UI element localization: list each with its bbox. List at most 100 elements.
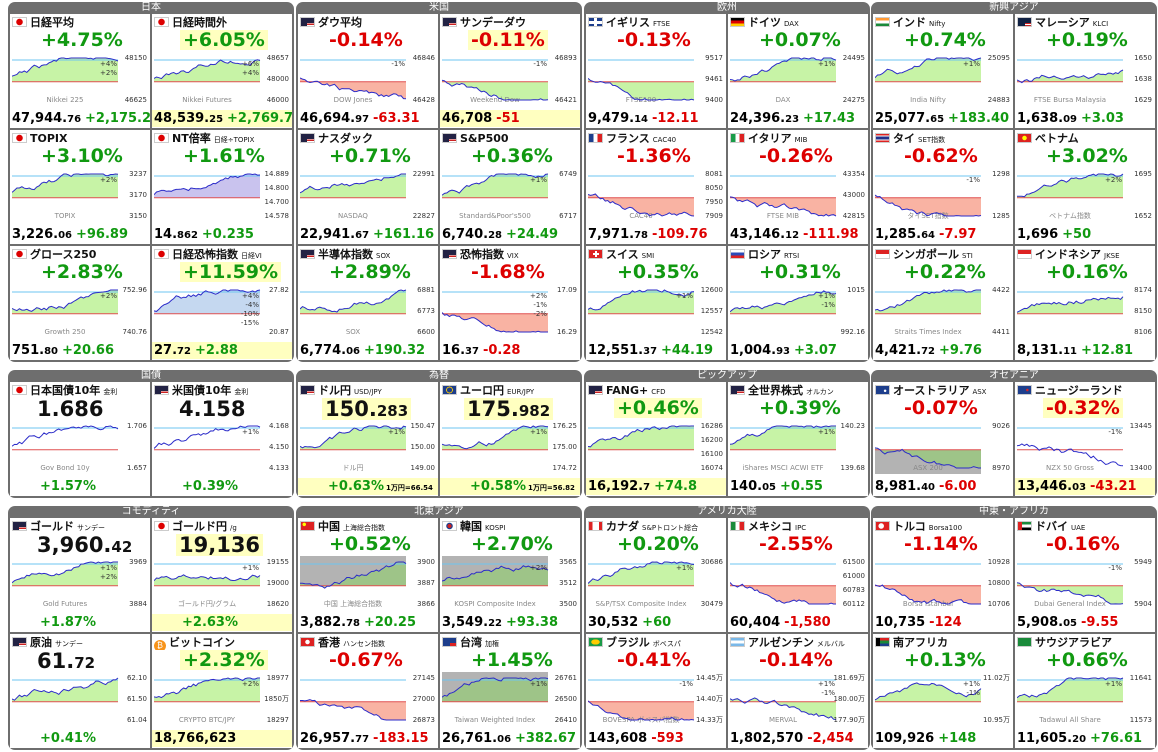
price-chart[interactable]: MERVAL 181.69万 180.00万 177.90万 +1%-1% xyxy=(730,672,866,726)
price-chart[interactable]: 61500 61000 60783 60112 xyxy=(730,556,866,610)
market-tile[interactable]: 台湾 加権 +1.45% Taiwan Weighted Index 26761 2650… xyxy=(440,634,580,748)
market-tile[interactable]: 日経平均 +4.75% Nikkei 225 48150 46625 +4% +2% 47,9… xyxy=(10,14,150,128)
market-tile[interactable]: ゴールド円/g 19,136 ゴールド円/グラム 19155 19000 18620 +1%… xyxy=(152,518,292,632)
price-chart[interactable]: DOW Jones 46846 46428 -1% xyxy=(300,52,436,106)
market-tile[interactable]: サウジアラビア +0.66% Tadawul All Share 11641 11573… xyxy=(1015,634,1155,748)
market-tile[interactable]: トルコ Borsa100 -1.14% Borsa Istanbul 10928 1080… xyxy=(873,518,1013,632)
price-chart[interactable]: CAC40 8081 8050 7950 7909 xyxy=(588,168,724,222)
price-chart[interactable]: NASDAQ 22991 22827 xyxy=(300,168,436,222)
market-tile[interactable]: カナダ S&Pトロント総合 +0.20% S&P/TSX Composite Inde… xyxy=(586,518,726,632)
price-chart[interactable]: 14.889 14.800 14.700 14.578 xyxy=(154,168,290,222)
price-chart[interactable]: Borsa Istanbul 10928 10800 10706 xyxy=(875,556,1011,610)
price-chart[interactable]: 62.10 61.50 61.04 xyxy=(12,672,148,726)
market-tile[interactable]: イタリア MIB -0.26% FTSE MIB 43354 43000 42815 43,1… xyxy=(728,130,868,244)
price-chart[interactable]: 12600 12557 12542 +1% xyxy=(588,284,724,338)
market-tile[interactable]: オーストラリア ASX -0.07% ASX 200 9026 8970 8,981.40-… xyxy=(873,382,1013,496)
market-tile[interactable]: メキシコ IPC -2.55% 61500 61000 60783 60112 60,404-… xyxy=(728,518,868,632)
market-tile[interactable]: 半導体指数 SOX +2.89% SOX 6881 6773 6600 6,774.06 +19… xyxy=(298,246,438,360)
tile-name: ブラジル xyxy=(606,636,650,649)
price-chart[interactable]: Nikkei 225 48150 46625 +4%+2% xyxy=(12,52,148,106)
chart-area xyxy=(300,290,406,314)
market-tile[interactable]: フランス CAC40 -1.36% CAC40 8081 8050 7950 7909 7,97… xyxy=(586,130,726,244)
price-chart[interactable]: KOSPI Composite Index 3565 3512 3500 +2% xyxy=(442,556,578,610)
price-chart[interactable]: Straits Times Index 4422 4411 xyxy=(875,284,1011,338)
price-chart[interactable]: FTSE MIB 43354 43000 42815 xyxy=(730,168,866,222)
market-tile[interactable]: ドル円 USD/JPY 150.283 ドル円 150.47 150.00 149.00 +1… xyxy=(298,382,438,496)
market-tile[interactable]: ブラジル ボベスパ -0.41% BOVESPA ボベスパ指数 14.45万 14.40万… xyxy=(586,634,726,748)
price-chart[interactable]: ドル円 150.47 150.00 149.00 +1% xyxy=(300,420,436,474)
market-tile[interactable]: 南アフリカ +0.13% 11.02万 10.95万 +1% -1% 109,926 +148 xyxy=(873,634,1013,748)
price-chart[interactable]: S&P/TSX Composite Index 30686 30479 +1% xyxy=(588,556,724,610)
market-tile[interactable]: 原油 サンデー 61.72 62.10 61.50 61.04 +0.41% xyxy=(10,634,150,748)
market-tile[interactable]: ナスダック +0.71% NASDAQ 22991 22827 22,941.67 +161… xyxy=(298,130,438,244)
price-chart[interactable]: SOX 6881 6773 6600 xyxy=(300,284,436,338)
market-tile[interactable]: 日経時間外 +6.05% Nikkei Futures 48657 48000 46000… xyxy=(152,14,292,128)
price-chart[interactable]: Gold Futures 3969 3884 +1%+2% xyxy=(12,556,148,610)
price-chart[interactable]: Weekend Dow 46893 46421 -1% xyxy=(442,52,578,106)
market-tile[interactable]: ドイツ DAX +0.07% DAX 24495 24275 +1% 24,396.23 +17… xyxy=(728,14,868,128)
price-chart[interactable]: Growth 250 752.96 740.76 +2% xyxy=(12,284,148,338)
market-tile[interactable]: FANG+ CFD +0.46% 16286 16200 16100 16074 16,192… xyxy=(586,382,726,496)
price-chart[interactable]: 中国 上海総合指数 3900 3887 3866 xyxy=(300,556,436,610)
price-chart[interactable]: 8174 8150 8106 xyxy=(1017,284,1153,338)
market-tile[interactable]: 日本国債10年 金利 1.686 Gov Bond 10y 1.706 1.657 +1.5… xyxy=(10,382,150,496)
price-chart[interactable]: Nikkei Futures 48657 48000 46000 +6%+4% xyxy=(154,52,290,106)
market-tile[interactable]: マレーシア KLCI +0.19% FTSE Bursa Malaysia 1650 16… xyxy=(1015,14,1155,128)
market-tile[interactable]: サンデーダウ -0.11% Weekend Dow 46893 46421 -1% 46,7… xyxy=(440,14,580,128)
market-tile[interactable]: 韓国 KOSPI +2.70% KOSPI Composite Index 3565 35… xyxy=(440,518,580,632)
price-chart[interactable]: India Nifty 25095 24883 +1% xyxy=(875,52,1011,106)
price-chart[interactable]: TOPIX 3237 3170 3150 +2% xyxy=(12,168,148,222)
price-chart[interactable]: CRYPTO BTC/JPY 18977 1850万 18297 +2% xyxy=(154,672,290,726)
market-tile[interactable]: ドバイ UAE -0.16% Dubai General Index 5949 5904 -… xyxy=(1015,518,1155,632)
price-chart[interactable]: BOVESPA ボベスパ指数 14.45万 14.40万 14.33万 -1% xyxy=(588,672,724,726)
price-chart[interactable]: ベトナム指数 1695 1652 +2% xyxy=(1017,168,1153,222)
price-chart[interactable]: 11.02万 10.95万 +1%-1% xyxy=(875,672,1011,726)
market-tile[interactable]: グロース250 +2.83% Growth 250 752.96 740.76 +2% 75… xyxy=(10,246,150,360)
price-chart[interactable]: Dubai General Index 5949 5904 -1% xyxy=(1017,556,1153,610)
price-chart[interactable]: Taiwan Weighted Index 26761 26500 26410 +1% xyxy=(442,672,578,726)
price-chart[interactable]: ゴールド円/グラム 19155 19000 18620 +1% xyxy=(154,556,290,610)
price-chart[interactable]: Gov Bond 10y 1.706 1.657 xyxy=(12,420,148,474)
price-chart[interactable]: FTSE Bursa Malaysia 1650 1638 1629 xyxy=(1017,52,1153,106)
market-tile[interactable]: S&P500 +0.36% Standard&Poor's500 6749 6717 +1… xyxy=(440,130,580,244)
price-chart[interactable]: 27.82 20.87 +4%-4%-10%-15% xyxy=(154,284,290,338)
market-tile[interactable]: ニュージーランド -0.32% NZX 50 Gross 13445 13400 -1% 1… xyxy=(1015,382,1155,496)
price-chart[interactable]: 1015 992.16 +1%-1% xyxy=(730,284,866,338)
market-tile[interactable]: 中国 上海総合指数 +0.52% 中国 上海総合指数 3900 3887 3866 3,882… xyxy=(298,518,438,632)
market-tile[interactable]: イギリス FTSE -0.13% FTSE100 9517 9461 9400 9,479.1… xyxy=(586,14,726,128)
price-chart[interactable]: DAX 24495 24275 +1% xyxy=(730,52,866,106)
price-chart[interactable]: 17.09 16.29 +2%-1%-2% xyxy=(442,284,578,338)
market-tile[interactable]: スイス SMI +0.35% 12600 12557 12542 +1% 12,551.37 +… xyxy=(586,246,726,360)
price-chart[interactable]: 16286 16200 16100 16074 xyxy=(588,420,724,474)
price-chart[interactable]: 4.168 4.150 4.133 +1% xyxy=(154,420,290,474)
price-chart[interactable]: 27145 27000 26873 xyxy=(300,672,436,726)
market-tile[interactable]: ゴールド サンデー 3,960.42 Gold Futures 3969 3884 +1% +… xyxy=(10,518,150,632)
market-tile[interactable]: ロシア RTSI +0.31% 1015 992.16 +1% -1% 1,004.93 +3.… xyxy=(728,246,868,360)
market-tile[interactable]: タイ SET指数 -0.62% タイSET指数 1298 1285 -1% 1,285.64-… xyxy=(873,130,1013,244)
price-chart[interactable]: Tadawul All Share 11641 11573 +1% xyxy=(1017,672,1153,726)
market-tile[interactable]: NT倍率 日経÷TOPIX +1.61% 14.889 14.800 14.700 14.5… xyxy=(152,130,292,244)
price-chart[interactable]: 176.25 175.00 174.72 +1% xyxy=(442,420,578,474)
market-tile[interactable]: 米国債10年 金利 4.158 4.168 4.150 4.133 +1% +0.39% xyxy=(152,382,292,496)
market-tile[interactable]: 恐怖指数 VIX -1.68% 17.09 16.29 +2% -1% -2% 16.37 -0.… xyxy=(440,246,580,360)
market-tile[interactable]: ダウ平均 -0.14% DOW Jones 46846 46428 -1% 46,694.9… xyxy=(298,14,438,128)
market-tile[interactable]: インドネシア JKSE +0.16% 8174 8150 8106 8,131.11 +12.… xyxy=(1015,246,1155,360)
market-tile[interactable]: 日経恐怖指数 日経VI +11.59% 27.82 20.87 +4% -4% -10% -15… xyxy=(152,246,292,360)
market-tile[interactable]: シンガポール STI +0.22% Straits Times Index 4422 44… xyxy=(873,246,1013,360)
market-tile[interactable]: ユーロ円 EUR/JPY 175.982 176.25 175.00 174.72 +1% +… xyxy=(440,382,580,496)
price-chart[interactable]: NZX 50 Gross 13445 13400 -1% xyxy=(1017,420,1153,474)
market-tile[interactable]: 香港 ハンセン指数 -0.67% 27145 27000 26873 26,957.77 -1… xyxy=(298,634,438,748)
price-chart[interactable]: ASX 200 9026 8970 xyxy=(875,420,1011,474)
market-tile[interactable]: TOPIX +3.10% TOPIX 3237 3170 3150 +2% 3,226.06 +… xyxy=(10,130,150,244)
market-tile[interactable]: 全世界株式 オルカン +0.39% iShares MSCI ACWI ETF 140.… xyxy=(728,382,868,496)
market-tile[interactable]: ベトナム +3.02% ベトナム指数 1695 1652 +2% 1,696 +50 xyxy=(1015,130,1155,244)
price-chart[interactable]: iShares MSCI ACWI ETF 140.23 139.68 +1% xyxy=(730,420,866,474)
market-tile[interactable]: ₿ ビットコイン +2.32% CRYPTO BTC/JPY 18977 1850万 182… xyxy=(152,634,292,748)
change-percent: +3.02% xyxy=(1046,145,1128,167)
market-tile[interactable]: インド Nifty +0.74% India Nifty 25095 24883 +1% 25… xyxy=(873,14,1013,128)
market-tile[interactable]: アルゼンチン メルバル -0.14% MERVAL 181.69万 180.00万 177.… xyxy=(728,634,868,748)
price-chart[interactable]: Standard&Poor's500 6749 6717 +1% xyxy=(442,168,578,222)
price-main: 13,446. xyxy=(1017,479,1073,494)
